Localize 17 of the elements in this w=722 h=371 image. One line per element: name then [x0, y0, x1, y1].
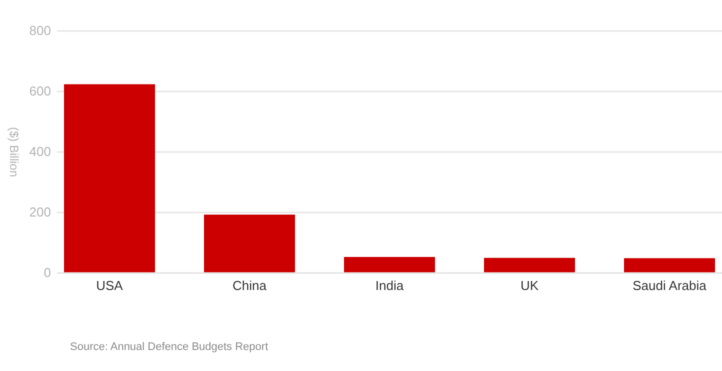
y-tick-label: 200 [29, 204, 51, 220]
bar [204, 214, 295, 273]
x-tick-label: UK [520, 278, 539, 293]
x-tick-label: India [375, 278, 404, 293]
x-tick-label: China [232, 278, 268, 293]
bar [344, 256, 435, 273]
bar [64, 84, 155, 273]
bar [624, 258, 715, 273]
y-tick-label: 400 [29, 144, 51, 159]
y-axis-title: ($) Billion [7, 126, 21, 178]
y-tick-label: 800 [29, 23, 51, 38]
x-tick-label: Saudi Arabia [632, 278, 708, 293]
bar [484, 258, 575, 273]
x-tick-label: USA [96, 278, 124, 293]
y-tick-label: 600 [29, 84, 51, 98]
source-note: Source: Annual Defence Budgets Report [70, 341, 268, 353]
y-tick-label: 0 [44, 265, 51, 280]
